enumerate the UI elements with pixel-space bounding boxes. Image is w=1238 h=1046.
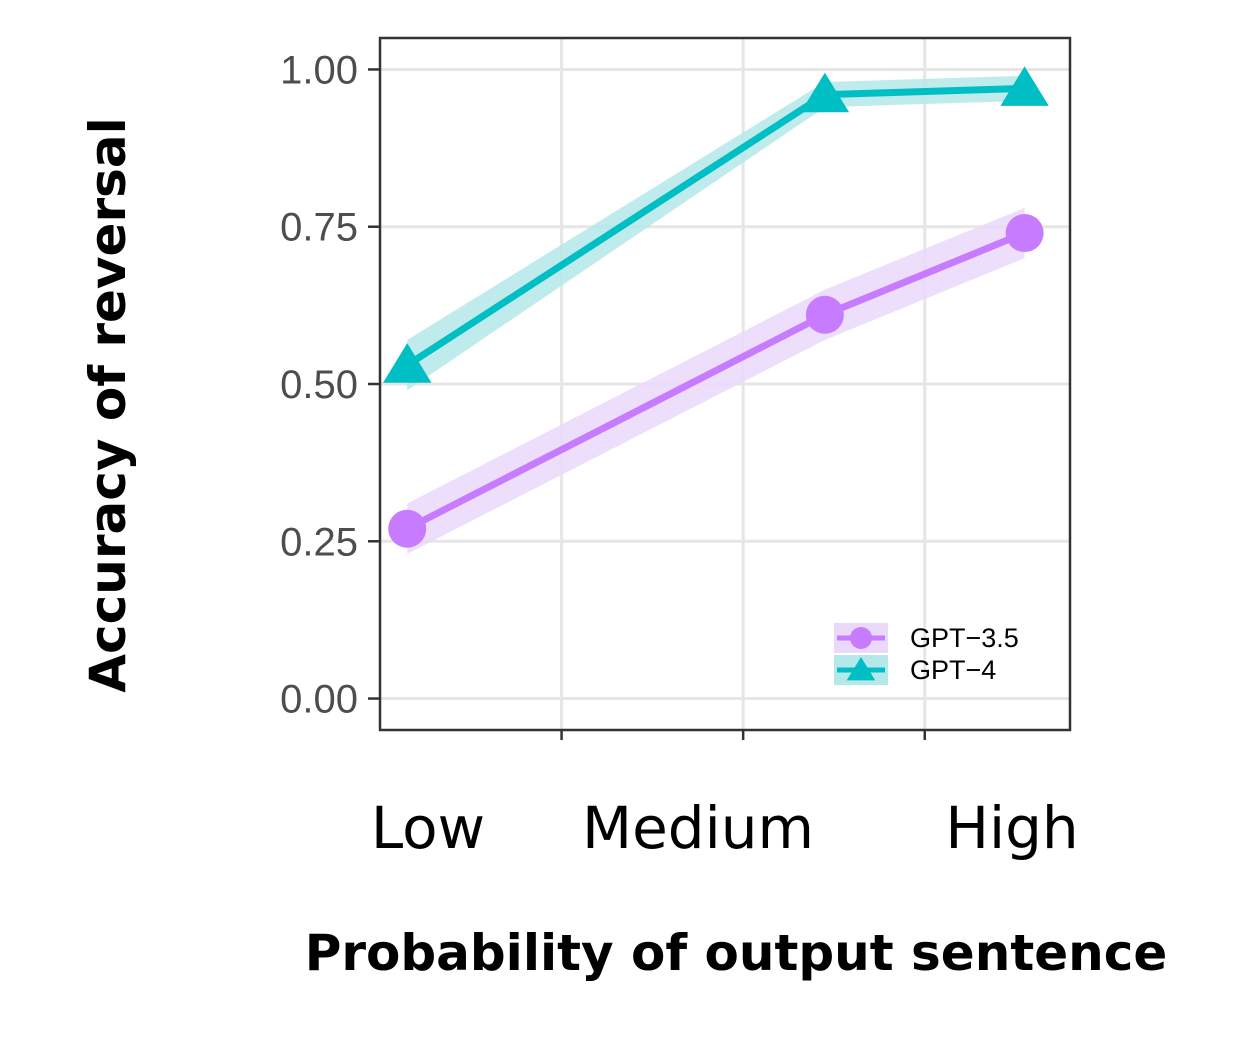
x-category-label: High (945, 794, 1078, 862)
x-category-label: Low (371, 794, 485, 862)
data-point (1000, 66, 1049, 106)
data-point (383, 343, 432, 383)
y-axis-title: Accuracy of reversal (79, 117, 137, 693)
legend-key-marker (846, 657, 876, 681)
data-point (805, 295, 844, 334)
y-tick-label: 0.50 (280, 363, 358, 407)
x-category-label: Medium (582, 794, 814, 862)
y-tick-label: 1.00 (280, 48, 358, 92)
data-point (388, 509, 427, 548)
axes: 0.00 0.25 0.50 0.75 1.00 Low Medium High (280, 48, 1079, 862)
legend-label: GPT−4 (910, 655, 996, 685)
data-point (800, 72, 850, 113)
legend-label: GPT−3.5 (910, 623, 1019, 653)
series-markers (383, 66, 1049, 548)
data-point (1005, 214, 1044, 253)
x-axis-title: Probability of output sentence (305, 924, 1168, 982)
legend-key-marker (850, 627, 872, 649)
y-tick-label: 0.25 (280, 520, 358, 564)
y-tick-label: 0.00 (280, 678, 358, 722)
y-tick-label: 0.75 (280, 206, 358, 250)
